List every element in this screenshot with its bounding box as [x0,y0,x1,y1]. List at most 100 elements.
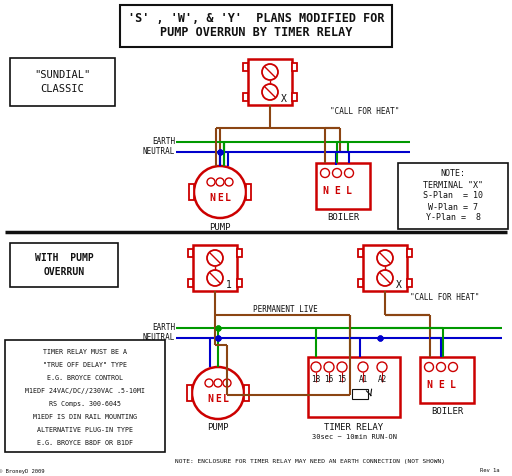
Text: BOILER: BOILER [327,214,359,222]
Text: "SUNDIAL": "SUNDIAL" [34,70,90,80]
Bar [237,279,242,287]
Text: "CALL FOR HEAT": "CALL FOR HEAT" [410,294,479,303]
Text: 15: 15 [337,375,347,384]
Text: TERMINAL "X": TERMINAL "X" [423,180,483,189]
Bar [5,340,165,452]
Text: ALTERNATIVE PLUG-IN TYPE: ALTERNATIVE PLUG-IN TYPE [37,427,133,433]
Text: OVERRUN: OVERRUN [44,267,84,277]
Text: N: N [209,193,215,203]
Text: E: E [217,193,223,203]
Text: TIMER RELAY MUST BE A: TIMER RELAY MUST BE A [43,349,127,355]
Circle shape [207,270,223,286]
Bar [243,63,248,71]
Circle shape [424,363,434,371]
Text: L: L [346,186,352,196]
Text: N: N [322,186,328,196]
Circle shape [223,379,231,387]
Text: 1: 1 [226,280,232,290]
Text: "CALL FOR HEAT": "CALL FOR HEAT" [330,108,399,117]
Bar [187,385,192,401]
Bar [363,245,407,291]
Text: NOTE:: NOTE: [440,169,465,178]
Text: L: L [223,394,229,404]
Bar [237,249,242,257]
Circle shape [321,169,330,178]
Circle shape [192,367,244,419]
Bar [193,245,237,291]
Text: W-Plan = 7: W-Plan = 7 [428,202,478,211]
Text: S-Plan  = 10: S-Plan = 10 [423,191,483,200]
Text: X: X [281,94,287,104]
Text: TIMER RELAY: TIMER RELAY [325,423,383,432]
Circle shape [449,363,458,371]
Text: PUMP OVERRUN BY TIMER RELAY: PUMP OVERRUN BY TIMER RELAY [160,27,352,40]
Bar [292,63,297,71]
Bar [10,243,118,287]
Circle shape [332,169,342,178]
Text: Rev 1a: Rev 1a [480,468,500,474]
Circle shape [194,166,246,218]
Text: NEUTRAL: NEUTRAL [143,334,175,343]
Circle shape [262,84,278,100]
Text: X: X [396,280,402,290]
Bar [420,357,474,403]
Bar [358,279,363,287]
Circle shape [377,250,393,266]
Circle shape [437,363,445,371]
Bar [308,357,400,417]
Text: A1: A1 [358,375,368,384]
Circle shape [207,178,215,186]
Circle shape [216,178,224,186]
Circle shape [337,362,347,372]
Text: E: E [215,394,221,404]
Text: E: E [438,380,444,390]
Text: "TRUE OFF DELAY" TYPE: "TRUE OFF DELAY" TYPE [43,362,127,368]
Text: NOTE: ENCLOSURE FOR TIMER RELAY MAY NEED AN EARTH CONNECTION (NOT SHOWN): NOTE: ENCLOSURE FOR TIMER RELAY MAY NEED… [175,459,445,465]
Text: WITH  PUMP: WITH PUMP [35,253,93,263]
Bar [398,163,508,229]
Text: L: L [450,380,456,390]
Circle shape [377,270,393,286]
Bar [292,93,297,101]
Bar [246,184,251,200]
Circle shape [205,379,213,387]
Bar [358,249,363,257]
Text: RS Comps. 300-6045: RS Comps. 300-6045 [49,401,121,407]
Circle shape [311,362,321,372]
Text: 16: 16 [325,375,334,384]
Text: PUMP: PUMP [209,222,231,231]
Circle shape [225,178,233,186]
Text: PUMP: PUMP [207,424,229,433]
Bar [188,279,193,287]
Text: E: E [334,186,340,196]
Text: E.G. BROYCE CONTROL: E.G. BROYCE CONTROL [47,375,123,381]
Text: 30sec ~ 10min RUN-ON: 30sec ~ 10min RUN-ON [311,434,396,440]
Text: A2: A2 [377,375,387,384]
Bar [10,58,115,106]
Text: Y-Plan =  8: Y-Plan = 8 [425,214,480,222]
Text: NEUTRAL: NEUTRAL [143,148,175,157]
Circle shape [345,169,353,178]
Bar [188,249,193,257]
Text: PERMANENT LIVE: PERMANENT LIVE [252,306,317,315]
Text: N: N [426,380,432,390]
Text: E.G. BROYCE B8DF OR B1DF: E.G. BROYCE B8DF OR B1DF [37,440,133,446]
Text: M1EDF 24VAC/DC//230VAC .5-10MI: M1EDF 24VAC/DC//230VAC .5-10MI [25,388,145,394]
Text: N: N [207,394,213,404]
Circle shape [262,64,278,80]
Circle shape [358,362,368,372]
Text: EARTH: EARTH [152,138,175,147]
Text: BOILER: BOILER [431,407,463,416]
Bar [316,163,370,209]
Text: 'S' , 'W', & 'Y'  PLANS MODIFIED FOR: 'S' , 'W', & 'Y' PLANS MODIFIED FOR [128,12,384,26]
Text: CLASSIC: CLASSIC [40,84,84,94]
Circle shape [207,250,223,266]
Bar [407,249,412,257]
Text: M1EDF IS DIN RAIL MOUNTING: M1EDF IS DIN RAIL MOUNTING [33,414,137,420]
Text: 18: 18 [311,375,321,384]
Bar [407,279,412,287]
Circle shape [377,362,387,372]
Bar [244,385,249,401]
Bar [248,59,292,105]
Circle shape [214,379,222,387]
